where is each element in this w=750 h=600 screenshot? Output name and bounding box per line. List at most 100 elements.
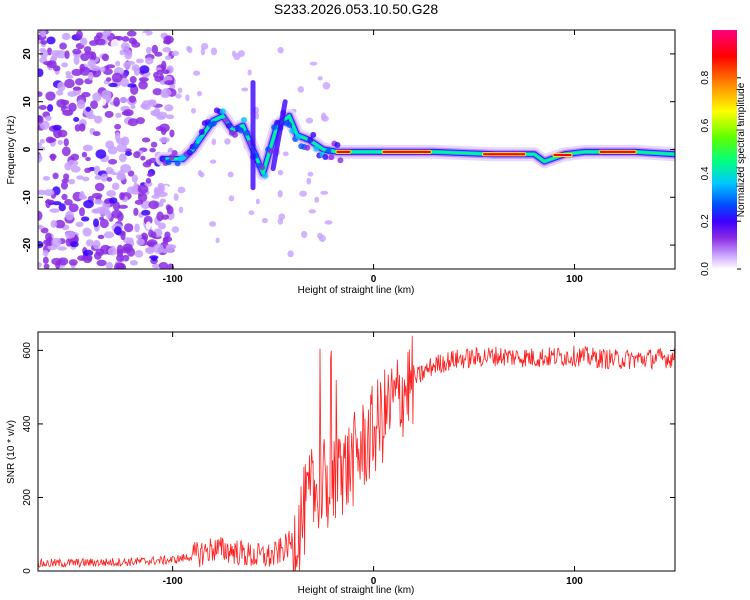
noise-blob: [156, 211, 164, 222]
noise-blob: [131, 174, 139, 183]
noise-blob: [233, 52, 241, 61]
noise-blob: [133, 67, 140, 76]
noise-blob: [137, 184, 149, 194]
noise-blob: [78, 123, 86, 132]
noise-blob: [46, 47, 53, 56]
colorbar-label: Normalized spectral amplitude: [736, 82, 747, 217]
noise-blob: [61, 146, 71, 157]
ridge-blob: [198, 128, 205, 135]
y-tick-label: -10: [22, 190, 33, 205]
noise-blob: [52, 172, 59, 180]
noise-blob: [190, 108, 197, 114]
ridge-blob: [268, 148, 275, 155]
noise-blob: [80, 53, 90, 62]
noise-blob: [314, 196, 320, 203]
ridge-blob: [240, 116, 247, 123]
noise-blob: [50, 49, 62, 55]
noise-blob: [141, 209, 151, 216]
noise-blob: [165, 244, 175, 253]
ridge-halo: [161, 114, 675, 175]
noise-blob: [44, 199, 55, 204]
noise-blob: [65, 71, 72, 77]
noise-blob: [70, 165, 81, 173]
noise-blob: [127, 170, 135, 177]
noise-blob: [80, 37, 88, 46]
noise-blob: [173, 193, 179, 201]
noise-blob: [133, 151, 141, 159]
noise-blob: [51, 237, 62, 248]
noise-blob: [158, 261, 169, 269]
ridge-blob: [289, 128, 296, 135]
noise-blob: [130, 260, 138, 266]
y-tick-label: 200: [22, 489, 33, 506]
noise-blob: [110, 38, 120, 49]
noise-blob: [134, 223, 140, 233]
noise-blob: [149, 147, 156, 153]
noise-blob: [114, 123, 122, 130]
noise-blob: [146, 36, 153, 43]
noise-blob: [297, 86, 305, 93]
noise-blob: [85, 239, 94, 247]
noise-blob: [50, 220, 58, 228]
snr-frame: [37, 331, 676, 572]
noise-blob: [151, 44, 159, 54]
noise-blob: [82, 227, 92, 237]
noise-blob: [103, 231, 115, 239]
noise-blob: [112, 201, 121, 211]
noise-blob: [73, 55, 80, 66]
noise-blob: [92, 239, 101, 250]
noise-blob: [71, 68, 83, 77]
noise-blob: [94, 175, 102, 180]
noise-blob: [113, 226, 122, 236]
noise-blob: [86, 254, 93, 262]
noise-blob: [46, 36, 56, 45]
noise-blob: [63, 173, 70, 181]
noise-blob: [38, 154, 43, 163]
noise-blob: [111, 182, 120, 191]
ridge-blob: [231, 131, 238, 138]
noise-blob: [301, 230, 308, 239]
noise-blob: [282, 151, 289, 157]
noise-blob: [82, 176, 90, 182]
ridge-blob: [262, 172, 269, 179]
noise-blob: [196, 90, 203, 97]
noise-blob: [85, 156, 91, 162]
noise-blob: [57, 140, 63, 145]
noise-blob: [57, 81, 66, 92]
noise-blob: [156, 184, 165, 193]
noise-blob: [92, 131, 101, 137]
noise-blob: [64, 78, 75, 89]
ridge-blob: [322, 154, 329, 161]
noise-blob: [105, 261, 113, 269]
noise-blob: [106, 209, 112, 220]
noise-blob: [68, 203, 79, 213]
noise-blob: [49, 208, 60, 213]
ridge-blob: [328, 154, 335, 161]
noise-blob: [153, 243, 164, 254]
ridge-blob: [237, 127, 244, 134]
noise-blob: [160, 88, 172, 97]
ridge-blob: [243, 129, 250, 136]
noise-blob: [68, 178, 76, 185]
noise-blob: [140, 155, 146, 161]
noise-blob: [164, 80, 175, 86]
noise-blob: [82, 144, 93, 152]
ridge-blob: [225, 122, 232, 129]
noise-blob: [320, 190, 329, 195]
noise-blob: [92, 92, 102, 102]
ridge-blob: [271, 124, 278, 131]
y-tick-label: 0: [22, 568, 33, 574]
noise-blob: [247, 69, 252, 76]
noise-blob: [228, 195, 235, 202]
colorbar-ticks: 0.0 0.2 0.4 0.6 0.8: [700, 70, 741, 276]
noise-blob: [159, 198, 166, 203]
colorbar-tick-label: 0.2: [700, 214, 711, 228]
noise-blob: [67, 159, 79, 167]
noise-blob: [75, 30, 83, 40]
noise-blob: [138, 80, 148, 90]
noise-blob: [129, 76, 137, 84]
noise-blob: [73, 117, 80, 122]
noise-blob: [61, 62, 68, 68]
noise-blob: [209, 159, 217, 164]
noise-blob: [38, 262, 42, 268]
